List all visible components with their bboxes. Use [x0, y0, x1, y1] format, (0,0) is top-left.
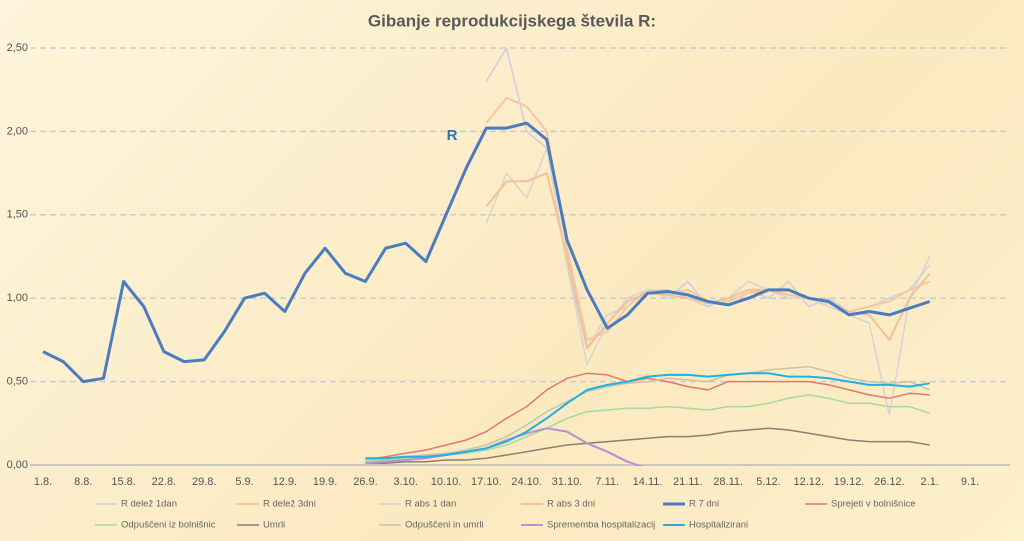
y-tick-label: 0,00: [7, 459, 28, 471]
x-tick-label: 2.1.: [921, 476, 939, 488]
legend-label: Sprejeti v bolnišnice: [831, 499, 916, 510]
x-tick-label: 5.9.: [235, 476, 253, 488]
x-tick-label: 12.9.: [273, 476, 297, 488]
legend-label: R abs 3 dni: [547, 499, 595, 510]
x-tick-label: 14.11.: [633, 476, 663, 488]
y-tick-label: 1,50: [7, 209, 28, 221]
y-tick-label: 2,50: [7, 42, 28, 54]
x-tick-label: 29.8.: [192, 476, 216, 488]
legend-label: R delež 1dan: [121, 499, 177, 510]
y-tick-label: 0,50: [7, 376, 28, 388]
x-tick-label: 1.8.: [34, 476, 52, 488]
series-line: [42, 121, 931, 384]
annotation: R: [447, 127, 458, 144]
x-tick-label: 3.10.: [394, 476, 418, 488]
x-tick-label: 5.12.: [756, 476, 780, 488]
x-tick-label: 31.10.: [552, 476, 583, 488]
x-tick-label: 12.12.: [793, 476, 824, 488]
legend-label: R 7 dni: [689, 499, 719, 510]
series-line: [365, 394, 930, 463]
series-line: [485, 172, 931, 350]
x-tick-label: 19.12.: [834, 476, 865, 488]
series-line: [365, 427, 930, 465]
legend-label: Odpuščeni iz bolnišnic: [121, 520, 216, 531]
x-tick-label: 15.8.: [111, 476, 135, 488]
series-line: [365, 427, 930, 466]
series-line: [485, 147, 931, 416]
chart-title: Gibanje reprodukcijskega števila R:: [368, 11, 656, 30]
x-tick-label: 17.10.: [471, 476, 502, 488]
series-line: [365, 365, 930, 461]
legend-label: Odpuščeni in umrli: [405, 520, 484, 531]
x-tick-label: 10.10.: [431, 476, 462, 488]
x-tick-label: 9.1.: [961, 476, 979, 488]
series-line: [365, 372, 930, 461]
x-tick-label: 24.10.: [511, 476, 542, 488]
x-tick-label: 26.12.: [874, 476, 905, 488]
legend-label: Umrli: [263, 520, 285, 531]
legend-label: R abs 1 dan: [405, 499, 456, 510]
series-line: [365, 372, 930, 460]
x-tick-label: 8.8.: [74, 476, 92, 488]
x-tick-label: 21.11.: [673, 476, 703, 488]
x-tick-label: 7.11.: [595, 476, 619, 488]
x-tick-label: 19.9.: [313, 476, 337, 488]
x-tick-label: 26.9.: [353, 476, 377, 488]
x-tick-label: 28.11.: [713, 476, 743, 488]
y-tick-label: 1,00: [7, 292, 28, 304]
legend-label: R delež 3dni: [263, 499, 316, 510]
legend-label: Sprememba hospitalizacij: [547, 520, 655, 531]
x-tick-label: 22.8.: [152, 476, 176, 488]
plot-area: [42, 47, 931, 466]
legend-label: Hospitalizirani: [689, 520, 748, 531]
y-tick-label: 2,00: [7, 125, 28, 137]
